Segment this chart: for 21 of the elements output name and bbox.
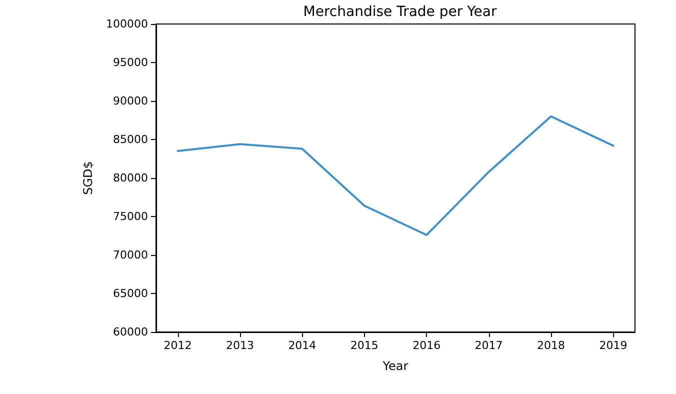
line-series xyxy=(176,115,614,236)
y-tick-label: 65000 xyxy=(113,287,148,300)
y-tick-label: 80000 xyxy=(113,172,148,184)
x-tick-label: 2016 xyxy=(412,339,441,352)
x-tick-label: 2018 xyxy=(537,339,566,352)
y-tick-label: 95000 xyxy=(113,56,148,69)
x-tick-label: 2014 xyxy=(288,339,316,352)
y-tick-label: 60000 xyxy=(113,326,148,338)
y-tick-label: 85000 xyxy=(113,133,148,146)
y-axis-title: SGD$ xyxy=(81,161,95,195)
y-tick-label: 100000 xyxy=(106,18,148,30)
chart-title: Merchandise Trade per Year xyxy=(303,4,497,20)
y-tick-label: 70000 xyxy=(113,248,148,262)
x-tick-label: 2015 xyxy=(350,339,378,352)
x-tick-label: 2013 xyxy=(226,339,254,352)
y-tick-label: 90000 xyxy=(113,94,148,108)
y-tick-label: 75000 xyxy=(113,210,148,223)
x-tick-label: 2012 xyxy=(164,339,192,352)
x-tick-label: 2017 xyxy=(474,339,503,352)
x-axis-title: Year xyxy=(382,359,408,373)
x-tick-label: 2019 xyxy=(599,339,628,352)
